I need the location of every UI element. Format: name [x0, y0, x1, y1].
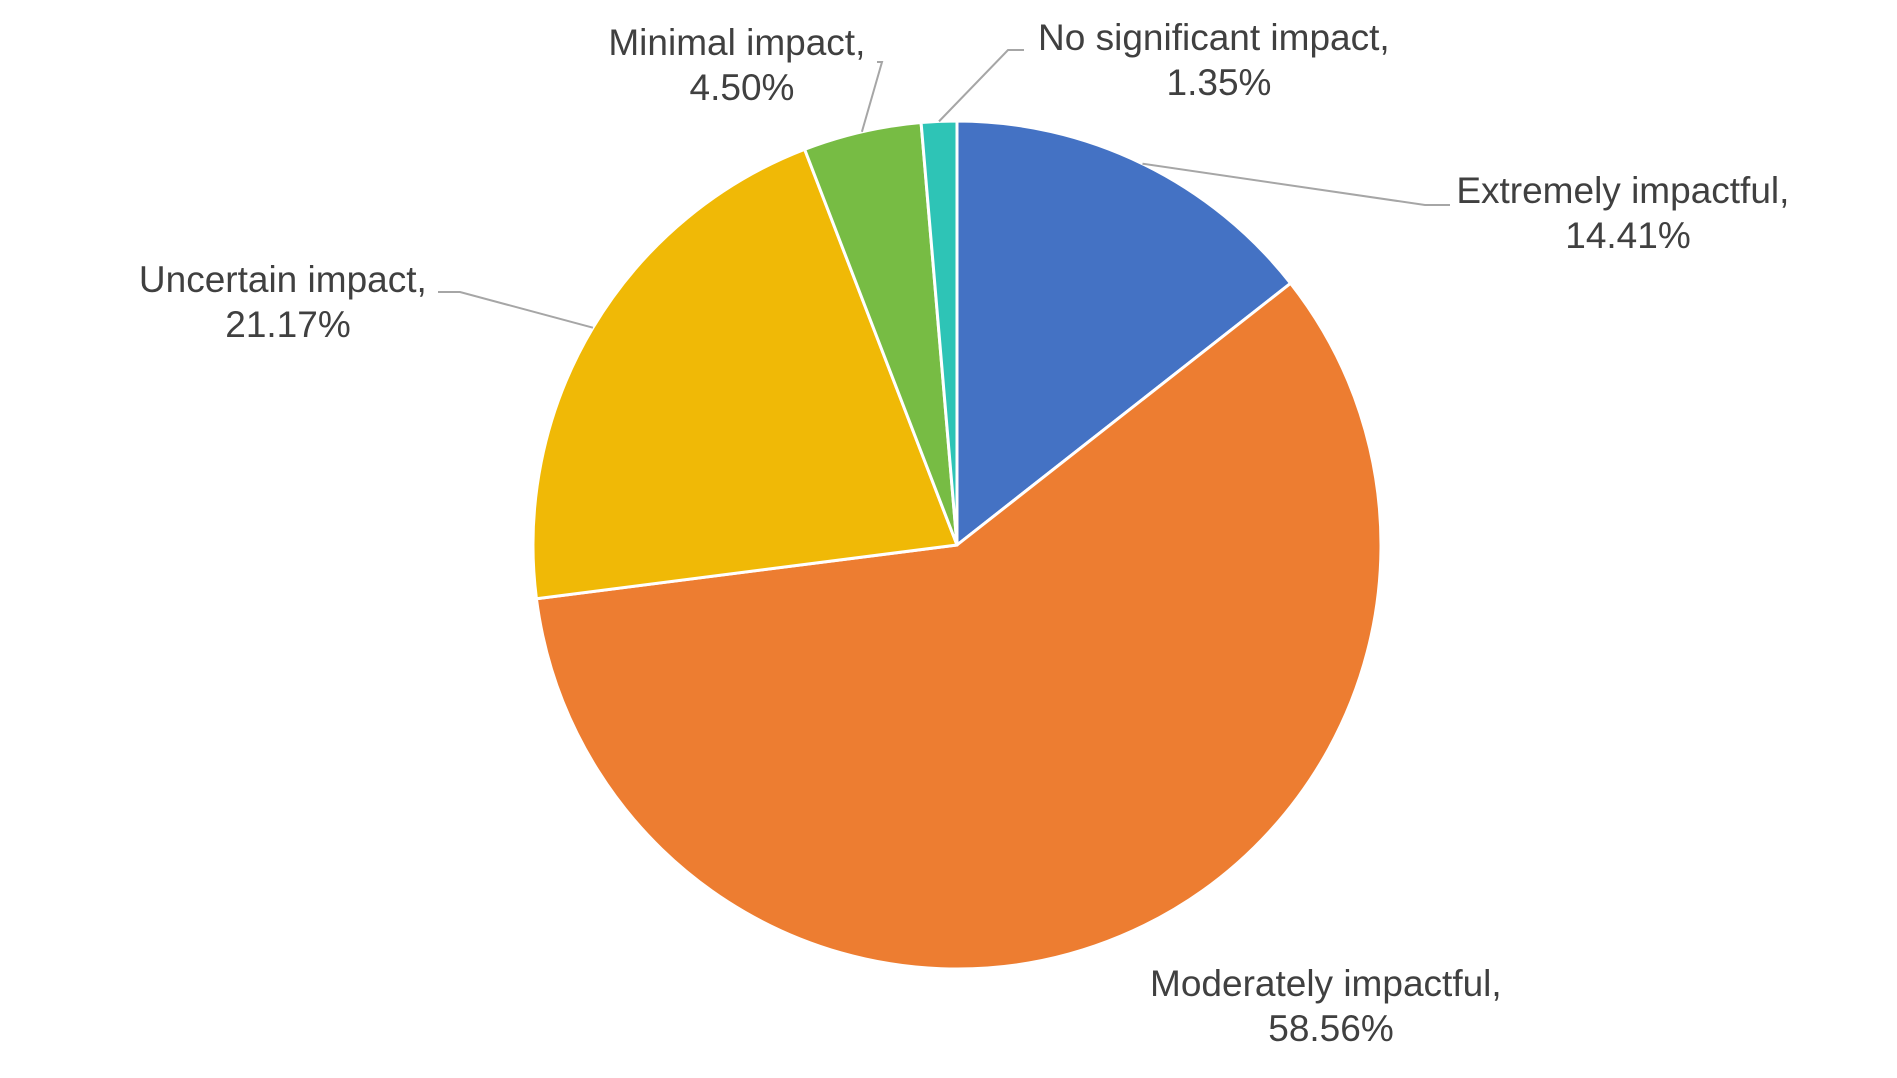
label-no-significant-impact-name: No significant impact,: [1038, 17, 1390, 58]
leader-lines: [438, 49, 1450, 329]
label-uncertain-impact-value: 21.17%: [225, 304, 351, 345]
label-uncertain-impact-name: Uncertain impact,: [139, 259, 427, 300]
leader-line-uncertain: [438, 291, 594, 329]
leader-line-extremely: [1142, 162, 1450, 206]
pie-slice-uncertain: [531, 147, 959, 601]
label-moderately-impactful: Moderately impactful, 58.56%: [1150, 963, 1512, 1049]
label-minimal-impact: Minimal impact, 4.50%: [608, 22, 875, 108]
label-moderately-impactful-value: 58.56%: [1268, 1008, 1394, 1049]
pie-slice-moderately: [534, 281, 1383, 971]
leader-line-minimal: [860, 61, 884, 133]
label-no-significant-impact-value: 1.35%: [1167, 62, 1272, 103]
label-uncertain-impact: Uncertain impact, 21.17%: [139, 259, 437, 345]
label-extremely-impactful-value: 14.41%: [1565, 215, 1691, 256]
pie-slices: [531, 119, 1383, 971]
leader-line-no-significant: [938, 49, 1024, 123]
pie-slice-extremely: [955, 119, 1293, 547]
label-moderately-impactful-name: Moderately impactful,: [1150, 963, 1502, 1004]
data-labels: Extremely impactful, 14.41% Moderately i…: [139, 17, 1799, 1049]
label-extremely-impactful: Extremely impactful, 14.41%: [1456, 170, 1799, 256]
label-extremely-impactful-name: Extremely impactful,: [1456, 170, 1789, 211]
label-no-significant-impact: No significant impact, 1.35%: [1038, 17, 1400, 103]
label-minimal-impact-value: 4.50%: [690, 67, 795, 108]
label-minimal-impact-name: Minimal impact,: [608, 22, 865, 63]
